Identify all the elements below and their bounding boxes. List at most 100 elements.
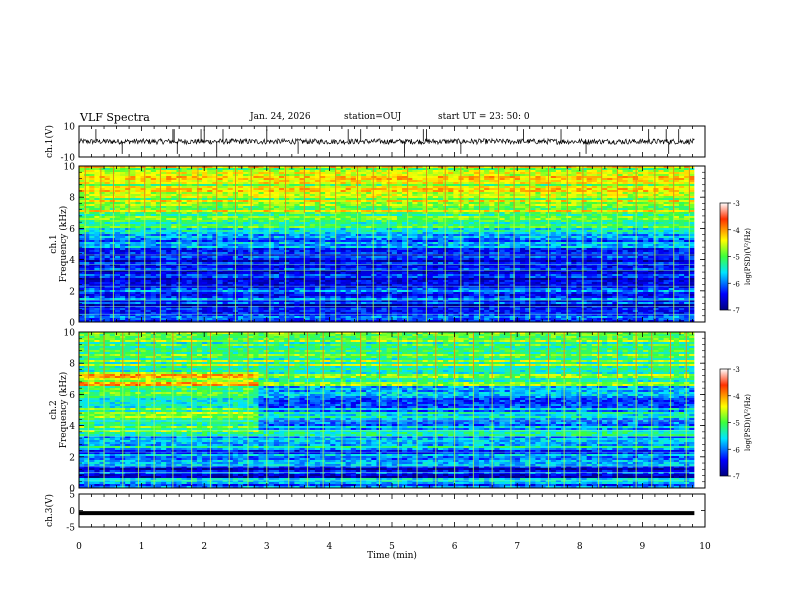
psd-cell xyxy=(309,172,316,175)
psd-cell xyxy=(576,176,582,179)
psd-cell xyxy=(237,184,244,187)
psd-cell xyxy=(402,200,408,203)
psd-cell xyxy=(581,180,588,183)
psd-cell xyxy=(268,170,275,173)
psd-cell xyxy=(114,210,121,213)
psd-cell xyxy=(627,204,634,207)
psd-cell xyxy=(371,192,377,195)
psd-cell xyxy=(217,180,223,183)
psd-cell xyxy=(320,192,326,195)
psd-cell xyxy=(186,174,193,177)
psd-cell xyxy=(514,176,521,179)
psd-cell xyxy=(396,178,403,181)
psd-cell xyxy=(386,198,393,201)
psd-cell xyxy=(437,198,444,201)
psd-cell xyxy=(391,206,398,209)
psd-cell xyxy=(453,182,459,185)
psd-cell xyxy=(89,172,95,175)
psd-cell xyxy=(632,192,639,195)
psd-cell xyxy=(120,186,126,189)
psd-cell xyxy=(396,170,403,173)
chart-title: VLF Spectra xyxy=(80,111,150,124)
psd-cell xyxy=(263,206,270,209)
psd-cell xyxy=(84,172,90,175)
psd-cell xyxy=(499,166,506,169)
psd-cell xyxy=(530,174,536,177)
psd-cell xyxy=(663,194,670,197)
psd-cell xyxy=(591,208,598,211)
psd-cell xyxy=(530,170,536,173)
psd-cell xyxy=(186,176,193,179)
psd-cell xyxy=(407,178,413,181)
psd-cell xyxy=(314,172,321,175)
psd-cell xyxy=(484,208,490,211)
psd-cell xyxy=(320,182,326,185)
psd-cell xyxy=(514,198,521,201)
psd-cell xyxy=(530,196,536,199)
psd-cell xyxy=(468,190,475,193)
psd-cell xyxy=(514,188,521,191)
psd-cell xyxy=(284,182,290,185)
psd-cell xyxy=(289,180,295,183)
psd-cell xyxy=(263,170,270,173)
psd-cell xyxy=(304,166,311,169)
psd-cell xyxy=(366,206,372,209)
psd-cell xyxy=(520,188,526,191)
psd-cell xyxy=(335,168,341,171)
psd-cell xyxy=(366,204,372,207)
psd-cell xyxy=(535,196,541,199)
psd-cell xyxy=(617,194,623,197)
psd-cell xyxy=(166,190,172,193)
psd-cell xyxy=(602,188,608,191)
psd-cell xyxy=(668,182,675,185)
psd-cell xyxy=(417,200,423,203)
psd-cell xyxy=(227,208,234,211)
psd-cell xyxy=(520,194,526,197)
psd-cell xyxy=(371,208,377,211)
psd-cell xyxy=(643,200,649,203)
psd-cell xyxy=(120,180,126,183)
psd-cell xyxy=(99,174,106,177)
psd-cell xyxy=(263,208,270,211)
psd-cell xyxy=(561,174,567,177)
psd-cell xyxy=(530,192,536,195)
psd-cell xyxy=(114,182,121,185)
psd-cell xyxy=(335,166,341,169)
psd-cell xyxy=(325,172,331,175)
psd-cell xyxy=(79,170,85,173)
psd-cell xyxy=(607,194,613,197)
psd-cell xyxy=(171,200,177,203)
psd-cell xyxy=(299,188,306,191)
psd-cell xyxy=(299,194,306,197)
psd-cell xyxy=(309,184,316,187)
psd-cell xyxy=(607,174,613,177)
psd-cell xyxy=(463,174,470,177)
psd-cell xyxy=(371,200,377,203)
psd-cell xyxy=(494,174,500,177)
psd-cell xyxy=(396,184,403,187)
psd-cell xyxy=(150,178,157,181)
psd-cell xyxy=(576,168,582,171)
psd-cell xyxy=(602,186,608,189)
psd-cell xyxy=(468,170,475,173)
psd-cell xyxy=(79,200,85,203)
psd-cell xyxy=(520,176,526,179)
psd-cell xyxy=(99,200,106,203)
psd-cell xyxy=(237,188,244,191)
psd-cell xyxy=(622,182,629,185)
psd-cell xyxy=(514,172,521,175)
psd-cell xyxy=(525,192,531,195)
psd-cell xyxy=(689,188,695,191)
psd-cell xyxy=(381,182,388,185)
psd-cell xyxy=(386,168,393,171)
psd-cell xyxy=(561,190,567,193)
psd-cell xyxy=(571,180,577,183)
psd-cell xyxy=(504,188,511,191)
psd-cell xyxy=(212,170,218,173)
psd-cell xyxy=(273,194,280,197)
psd-cell xyxy=(637,190,644,193)
psd-cell xyxy=(648,206,654,209)
psd-cell xyxy=(422,170,429,173)
psd-cell xyxy=(612,198,618,201)
psd-cell xyxy=(453,168,459,171)
